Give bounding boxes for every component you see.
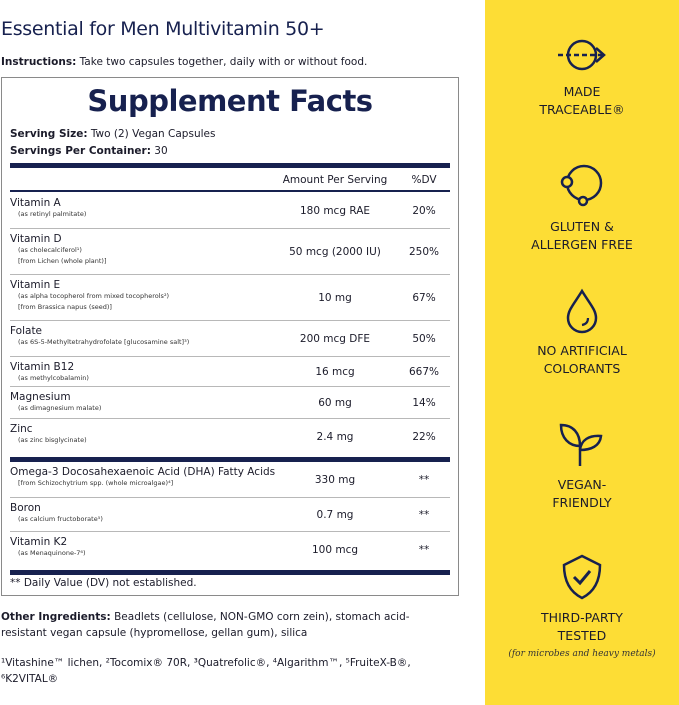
nutrient-name: Vitamin D bbox=[10, 233, 62, 245]
nutrient-source: (as methylcobalamin) bbox=[18, 374, 89, 382]
divider-thick bbox=[10, 163, 450, 168]
nutrient-dv: 22% bbox=[412, 431, 436, 443]
nutrient-amount: 60 mg bbox=[318, 396, 352, 409]
column-amount: Amount Per Serving bbox=[282, 174, 388, 186]
product-title: Essential for Men Multivitamin 50+ bbox=[1, 18, 325, 40]
nutrient-dv: 20% bbox=[412, 204, 436, 217]
nutrient-source: (as cholecalciferol¹) bbox=[18, 246, 82, 254]
feature-label: MADE TRACEABLE® bbox=[539, 84, 625, 117]
nutrient-amount: 50 mcg (2000 IU) bbox=[289, 245, 381, 258]
supplement-facts-heading: Supplement Facts bbox=[87, 84, 373, 118]
divider-header bbox=[10, 190, 450, 192]
feature-traceable-arrow: MADE TRACEABLE® bbox=[485, 35, 679, 119]
column-dv: %DV bbox=[411, 174, 437, 186]
feature-drop: NO ARTIFICIAL COLORANTS bbox=[485, 288, 679, 378]
molecule-icon bbox=[485, 162, 679, 210]
feature-label: NO ARTIFICIAL COLORANTS bbox=[537, 343, 627, 376]
nutrient-source: (as zinc bisglycinate) bbox=[18, 436, 87, 444]
nutrient-source: (as retinyl palmitate) bbox=[18, 210, 87, 218]
nutrient-table: Vitamin A (as retinyl palmitate) 180 mcg R… bbox=[10, 193, 450, 575]
nutrient-dv: 67% bbox=[412, 291, 436, 304]
nutrient-dv: ** bbox=[418, 473, 430, 486]
nutrient-source: (as alpha tocopherol from mixed tocopher… bbox=[18, 292, 170, 300]
feature-note: (for microbes and heavy metals) bbox=[508, 649, 656, 659]
nutrient-name: Omega-3 Docosahexaenoic Acid (DHA) Fatty… bbox=[10, 466, 276, 478]
other-ingredients-label: Other Ingredients: bbox=[1, 611, 111, 623]
other-ingredients-text: Beadlets (cellulose, NON-GMO corn zein),… bbox=[1, 611, 410, 639]
nutrient-row: Magnesium (as dimagnesium malate) 60 mg 14% bbox=[10, 387, 450, 419]
nutrient-dv: ** bbox=[418, 508, 430, 521]
nutrient-amount: 2.4 mg bbox=[316, 431, 354, 443]
feature-shield-check: THIRD-PARTY TESTED (for microbes and heavy… bbox=[485, 553, 679, 659]
dv-footnote: ** Daily Value (DV) not established. bbox=[10, 577, 197, 589]
divider-thick bbox=[10, 457, 450, 462]
serving-size-value: Two (2) Vegan Capsules bbox=[87, 128, 216, 140]
nutrient-amount: 180 mcg RAE bbox=[299, 204, 371, 217]
divider-thick bbox=[10, 570, 450, 575]
nutrient-amount: 0.7 mg bbox=[316, 508, 354, 521]
nutrient-dv: 667% bbox=[408, 365, 440, 378]
other-ingredients: Other Ingredients: Beadlets (cellulose, … bbox=[1, 609, 451, 641]
trademarks: ¹Vitashine™ lichen, ²Tocomix® 70R, ³Quat… bbox=[1, 657, 411, 685]
nutrient-row: Zinc (as zinc bisglycinate) 2.4 mg 22% bbox=[10, 419, 450, 455]
nutrient-amount: 330 mg bbox=[314, 473, 356, 486]
nutrient-name: Boron bbox=[10, 502, 41, 514]
nutrient-source: (as Menaquinone-7⁶) bbox=[18, 549, 86, 557]
nutrient-row: Vitamin K2 (as Menaquinone-7⁶) 100 mcg ** bbox=[10, 532, 450, 568]
nutrient-name: Vitamin E bbox=[10, 279, 61, 291]
nutrient-name: Zinc bbox=[10, 423, 33, 435]
nutrient-source: [from Schizochytrium spp. (whole microal… bbox=[18, 479, 174, 487]
nutrient-row: Vitamin A (as retinyl palmitate) 180 mcg R… bbox=[10, 193, 450, 229]
traceable-arrow-icon bbox=[485, 35, 679, 75]
feature-label: GLUTEN & ALLERGEN FREE bbox=[531, 219, 633, 252]
features-panel: MADE TRACEABLE® GLUTEN & ALLERGEN FREE NO AR… bbox=[485, 0, 679, 705]
instructions-text: Take two capsules together, daily with o… bbox=[76, 56, 368, 68]
instructions-label: Instructions: bbox=[1, 56, 77, 68]
nutrient-dv: 50% bbox=[412, 332, 436, 345]
nutrient-name: Magnesium bbox=[10, 391, 71, 403]
nutrient-dv: 250% bbox=[408, 245, 440, 258]
nutrient-source: [from Brassica napus (seed)] bbox=[18, 303, 112, 311]
sprout-icon bbox=[485, 420, 679, 468]
nutrient-row: Vitamin D (as cholecalciferol¹) [from Lich… bbox=[10, 229, 450, 275]
nutrient-dv: ** bbox=[418, 544, 430, 556]
nutrient-amount: 200 mcg DFE bbox=[299, 332, 371, 345]
nutrient-row: Boron (as calcium fructoborate⁵) 0.7 mg ** bbox=[10, 498, 450, 532]
drop-icon bbox=[485, 288, 679, 334]
feature-label: VEGAN- FRIENDLY bbox=[552, 477, 612, 510]
servings-label: Servings Per Container: bbox=[10, 145, 151, 157]
nutrient-source: (as dimagnesium malate) bbox=[18, 404, 102, 412]
nutrient-amount: 10 mg bbox=[318, 291, 352, 304]
supplement-facts-panel: Supplement Facts Serving Size: Two (2) V… bbox=[1, 77, 459, 596]
servings-value: 30 bbox=[150, 145, 168, 157]
nutrient-name: Folate bbox=[10, 325, 43, 337]
nutrient-row: Omega-3 Docosahexaenoic Acid (DHA) Fatty… bbox=[10, 462, 450, 498]
nutrient-source: (as 6S-5-Methyltetrahydrofolate [glucosa… bbox=[18, 338, 190, 346]
nutrient-source: [from Lichen (whole plant)] bbox=[18, 257, 107, 265]
feature-sprout: VEGAN- FRIENDLY bbox=[485, 420, 679, 512]
nutrient-row: Vitamin E (as alpha tocopherol from mixed… bbox=[10, 275, 450, 321]
nutrient-row: Vitamin B12 (as methylcobalamin) 16 mcg 667… bbox=[10, 357, 450, 387]
nutrient-dv: 14% bbox=[412, 396, 436, 409]
nutrient-amount: 16 mcg bbox=[315, 365, 355, 378]
serving-size: Serving Size: Two (2) Vegan Capsules bbox=[10, 128, 215, 140]
feature-label: THIRD-PARTY TESTED bbox=[541, 610, 623, 643]
nutrient-amount: 100 mcg bbox=[311, 544, 359, 556]
nutrient-name: Vitamin K2 bbox=[10, 536, 68, 548]
nutrient-row: Folate (as 6S-5-Methyltetrahydrofolate [g… bbox=[10, 321, 450, 357]
nutrient-source: (as calcium fructoborate⁵) bbox=[18, 515, 103, 523]
nutrient-name: Vitamin B12 bbox=[10, 361, 75, 373]
nutrient-name: Vitamin A bbox=[10, 197, 61, 209]
shield-check-icon bbox=[485, 553, 679, 601]
instructions: Instructions: Take two capsules together… bbox=[1, 56, 367, 68]
serving-size-label: Serving Size: bbox=[10, 128, 88, 140]
feature-molecule: GLUTEN & ALLERGEN FREE bbox=[485, 162, 679, 254]
servings-per-container: Servings Per Container: 30 bbox=[10, 145, 168, 157]
